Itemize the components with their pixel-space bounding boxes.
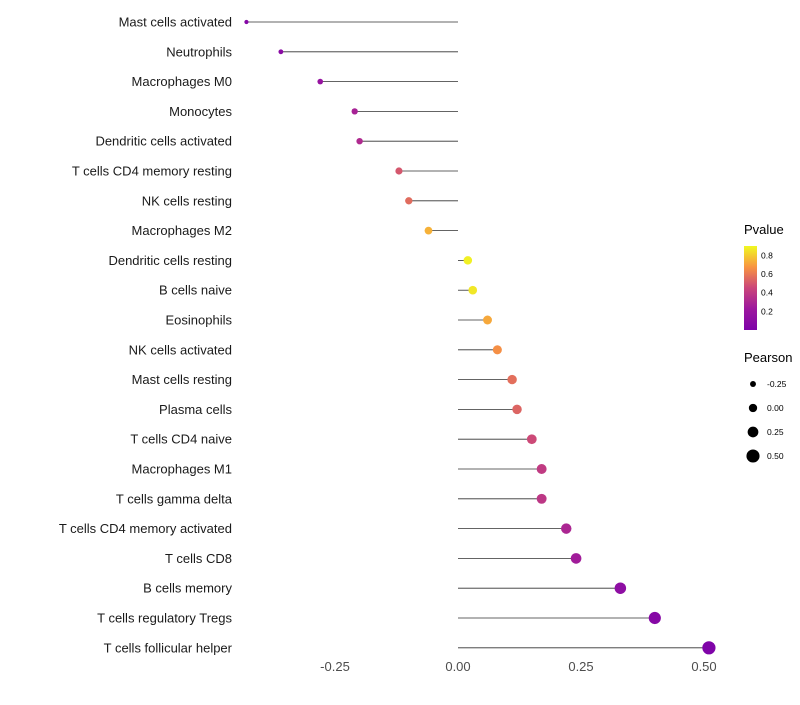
category-label: B cells memory [143,581,232,596]
data-point [702,641,716,655]
data-point [317,78,324,85]
pvalue-colorbar [744,246,757,330]
data-point [648,611,661,625]
lollipop-item: T cells CD4 memory activated [59,521,572,536]
category-label: Dendritic cells resting [108,253,232,268]
lollipop-item: Dendritic cells resting [108,253,473,268]
category-label: Macrophages M2 [132,223,232,238]
pearson-legend-tick-label: 0.50 [767,451,784,461]
category-label: Monocytes [169,104,232,119]
data-point [536,493,547,504]
data-point [463,256,473,265]
lollipop-item: B cells memory [143,581,627,596]
pearson-legend-dot [748,403,758,413]
pearson-legend-dot [746,449,760,463]
data-point [278,49,284,55]
lollipop-item: Dendritic cells activated [95,134,458,149]
pvalue-legend-tick-label: 0.2 [761,306,773,316]
lollipop-item: Monocytes [169,104,458,119]
category-label: T cells regulatory Tregs [97,611,232,626]
category-label: Eosinophils [166,313,233,328]
data-point [356,138,363,145]
lollipop-item: NK cells resting [142,193,458,208]
lollipop-item: Plasma cells [159,402,522,417]
data-point [395,167,403,175]
data-point [351,108,358,115]
x-axis-tick-label: 0.50 [691,659,716,674]
pearson-legend-tick-label: -0.25 [767,379,787,389]
category-label: NK cells activated [129,342,232,357]
lollipop-item: T cells follicular helper [104,640,716,655]
pvalue-legend-tick-label: 0.4 [761,288,773,298]
pvalue-legend-title: Pvalue [744,222,784,237]
pvalue-legend-tick-label: 0.6 [761,269,773,279]
category-label: Mast cells activated [119,15,232,30]
lollipop-item: Mast cells resting [132,372,517,387]
category-label: Macrophages M0 [132,74,232,89]
category-label: NK cells resting [142,193,232,208]
category-label: Dendritic cells activated [95,134,232,149]
pearson-legend-dot [750,381,756,387]
lollipop-item: T cells CD4 naive [130,432,537,447]
pvalue-legend-tick-label: 0.8 [761,250,773,260]
data-point [468,285,478,295]
category-label: T cells CD4 naive [130,432,232,447]
data-point [614,582,627,594]
category-label: T cells follicular helper [104,640,233,655]
data-point [244,19,249,25]
pearson-legend-tick-label: 0.00 [767,403,784,413]
lollipop-item: T cells CD8 [165,551,582,566]
lollipop-item: Neutrophils [166,44,458,59]
category-label: Mast cells resting [132,372,232,387]
category-label: T cells CD4 memory activated [59,521,232,536]
category-label: Plasma cells [159,402,232,417]
lollipop-item: T cells regulatory Tregs [97,611,661,626]
lollipop-item: B cells naive [159,283,478,298]
x-axis-tick-label: 0.25 [568,659,593,674]
lollipop-item: Macrophages M0 [132,74,458,89]
lollipop-item: NK cells activated [129,342,502,357]
data-point [424,226,433,235]
category-label: Neutrophils [166,44,232,59]
data-point [570,553,582,564]
lollipop-item: T cells CD4 memory resting [72,164,458,179]
lollipop-item: T cells gamma delta [116,491,547,506]
lollipop-item: Macrophages M2 [132,223,458,238]
data-point [536,464,547,474]
category-label: T cells gamma delta [116,491,233,506]
pearson-legend-tick-label: 0.25 [767,427,784,437]
category-label: B cells naive [159,283,232,298]
data-point [561,523,572,534]
data-point [492,345,502,355]
category-label: T cells CD4 memory resting [72,164,232,179]
lollipop-item: Eosinophils [166,313,492,328]
data-point [507,374,517,385]
x-axis-tick-label: -0.25 [320,659,350,674]
category-label: T cells CD8 [165,551,232,566]
x-axis-tick-label: 0.00 [445,659,470,674]
pearson-legend-dot [747,426,759,438]
data-point [483,315,492,325]
pearson-legend-title: Pearson [744,350,792,365]
data-point [405,197,413,205]
lollipop-item: Mast cells activated [119,15,458,30]
data-point [512,404,522,415]
data-point [526,434,537,445]
lollipop-item: Macrophages M1 [132,462,547,477]
category-label: Macrophages M1 [132,462,232,477]
